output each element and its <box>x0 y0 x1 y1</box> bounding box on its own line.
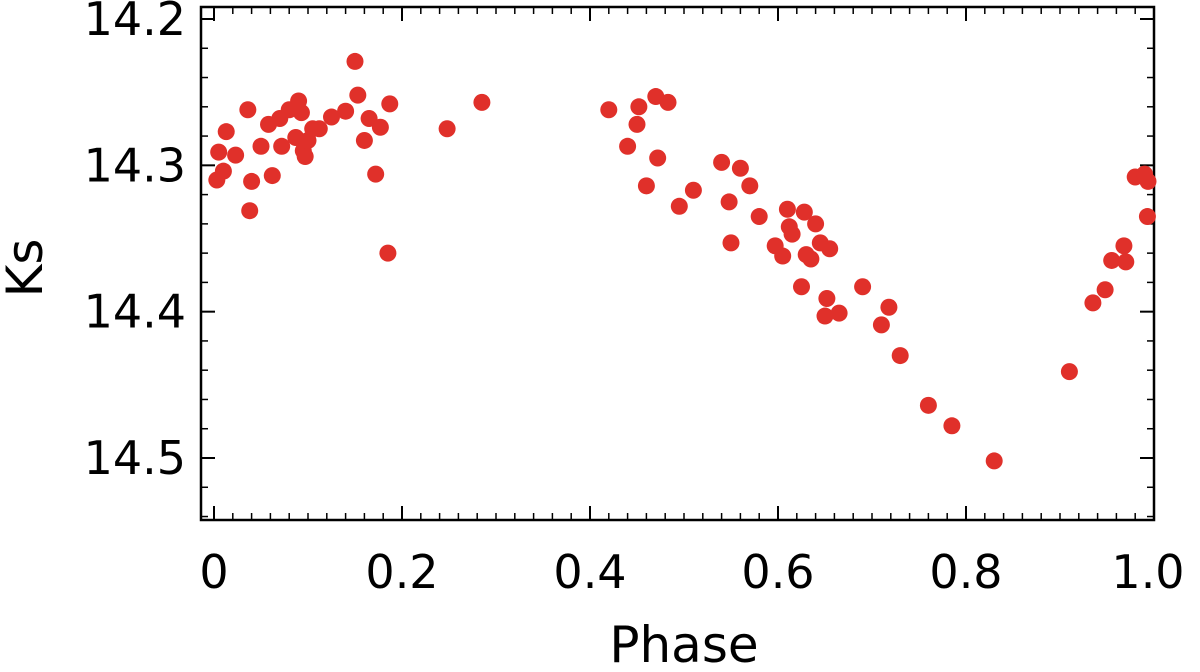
data-point <box>919 396 937 414</box>
data-point <box>720 193 738 211</box>
data-point <box>854 278 872 296</box>
data-point <box>783 225 801 243</box>
data-point <box>1096 281 1114 299</box>
data-point <box>227 146 245 164</box>
data-point <box>821 240 839 258</box>
data-point <box>292 104 310 122</box>
data-point <box>793 278 810 296</box>
data-point <box>241 202 259 220</box>
data-point <box>346 52 364 70</box>
x-axis-label: Phase <box>609 616 758 672</box>
data-point <box>1115 237 1133 255</box>
data-point <box>273 137 291 155</box>
major-ticks <box>201 7 1155 520</box>
y-tick-label: 14.5 <box>84 431 186 485</box>
data-points <box>208 52 1157 470</box>
data-point <box>774 247 792 265</box>
data-point <box>381 95 399 113</box>
data-point <box>252 137 270 155</box>
data-point <box>367 165 385 183</box>
x-tick-labels: 0 0.2 0.4 0.6 0.8 1.0 <box>199 545 1184 599</box>
x-tick-label: 0.2 <box>365 545 438 599</box>
data-point <box>750 208 768 226</box>
data-point <box>619 137 637 155</box>
data-point <box>600 101 618 119</box>
data-point <box>778 200 796 218</box>
x-tick-label: 0.6 <box>741 545 814 599</box>
x-tick-label: 0.4 <box>553 545 626 599</box>
data-point <box>239 101 257 119</box>
data-point <box>371 118 389 136</box>
data-point <box>1138 208 1156 226</box>
data-point <box>473 93 491 111</box>
data-point <box>217 123 235 141</box>
y-tick-label: 14.4 <box>84 285 186 339</box>
data-point <box>741 177 759 195</box>
data-point <box>337 102 355 120</box>
data-point <box>1103 251 1121 269</box>
y-tick-label: 14.3 <box>84 138 186 192</box>
data-point <box>1084 294 1102 312</box>
data-point <box>630 98 648 116</box>
data-point <box>670 197 688 215</box>
y-axis-label: Ks <box>0 239 54 298</box>
data-point <box>323 108 340 126</box>
y-tick-label: 14.2 <box>84 0 186 46</box>
data-point <box>731 159 749 177</box>
data-point <box>722 234 740 252</box>
x-tick-label: 0.8 <box>929 545 1002 599</box>
data-point <box>807 215 825 233</box>
data-point <box>943 417 961 435</box>
data-point <box>795 203 813 221</box>
data-point <box>872 316 890 334</box>
data-point <box>659 93 677 111</box>
data-point <box>880 298 898 316</box>
data-point <box>243 172 261 190</box>
data-point <box>818 289 836 307</box>
data-point <box>355 131 373 149</box>
data-point <box>310 120 328 138</box>
data-point <box>1139 172 1157 190</box>
data-point <box>816 307 834 325</box>
data-point <box>210 143 228 161</box>
plot-frame <box>199 5 1156 522</box>
data-point <box>637 177 655 195</box>
data-point <box>1117 253 1135 271</box>
x-tick-label: 1.0 <box>1111 545 1184 599</box>
data-point <box>379 244 397 262</box>
data-point <box>263 167 281 185</box>
x-tick-label: 0 <box>199 545 228 599</box>
data-point <box>802 250 820 268</box>
data-point <box>891 347 909 365</box>
y-tick-labels: 14.2 14.3 14.4 14.5 <box>84 0 186 485</box>
data-point <box>713 153 731 171</box>
data-point <box>985 452 1003 470</box>
data-point <box>349 86 367 104</box>
data-point <box>1060 363 1078 381</box>
data-point <box>830 304 848 322</box>
data-point <box>649 149 667 167</box>
data-point <box>684 181 702 199</box>
minor-ticks <box>201 7 1154 520</box>
data-point <box>214 162 232 180</box>
data-point <box>296 148 314 166</box>
data-point <box>628 115 646 133</box>
data-point <box>438 120 456 138</box>
